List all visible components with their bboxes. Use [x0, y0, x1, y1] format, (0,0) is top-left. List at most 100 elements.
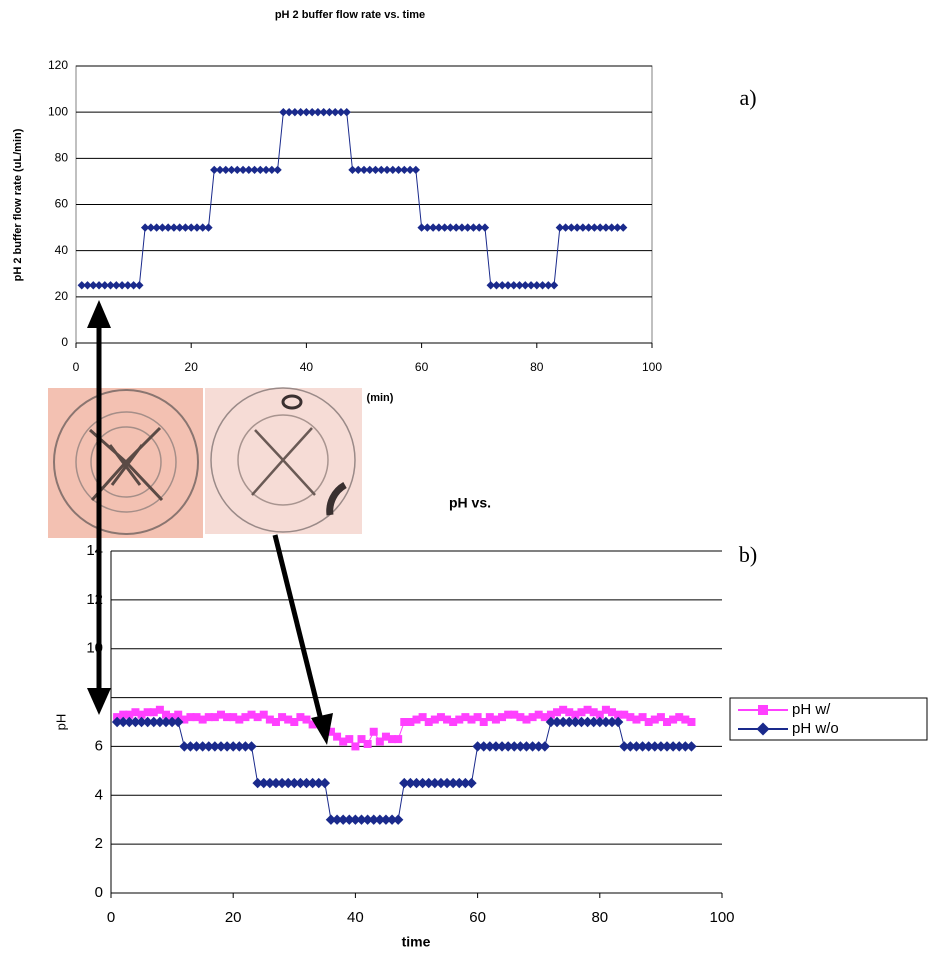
marker	[411, 165, 420, 175]
marker	[486, 281, 495, 290]
marker	[175, 223, 184, 232]
marker	[625, 741, 636, 752]
marker	[460, 777, 471, 789]
marker	[331, 108, 340, 117]
marker	[148, 716, 159, 728]
marker	[455, 715, 464, 724]
y-tick-label: 80	[55, 151, 69, 165]
marker	[532, 281, 541, 290]
marker	[522, 715, 531, 724]
marker	[392, 814, 404, 825]
marker	[244, 165, 253, 175]
marker	[356, 814, 367, 825]
arrows	[87, 300, 333, 745]
series-line	[116, 709, 692, 748]
marker	[388, 735, 397, 744]
marker	[94, 281, 104, 290]
marker	[313, 108, 323, 117]
marker	[545, 716, 557, 728]
marker	[424, 718, 433, 726]
marker	[484, 741, 496, 752]
marker	[216, 710, 225, 719]
marker	[210, 165, 219, 175]
y-tick-label: 6	[95, 737, 103, 754]
marker	[363, 739, 372, 748]
marker	[289, 777, 300, 789]
marker	[631, 741, 642, 752]
marker	[123, 281, 132, 290]
marker	[290, 108, 300, 117]
marker	[588, 716, 599, 728]
marker	[394, 735, 403, 744]
x-tick-label: 60	[469, 909, 486, 926]
marker	[441, 777, 453, 789]
marker	[650, 715, 659, 724]
marker	[359, 165, 369, 175]
marker	[279, 108, 288, 117]
marker	[539, 741, 551, 752]
marker	[614, 710, 623, 719]
marker	[405, 777, 416, 789]
marker	[457, 223, 467, 232]
marker	[354, 165, 363, 175]
marker	[252, 777, 263, 789]
marker	[577, 708, 586, 717]
marker	[490, 741, 502, 752]
marker	[135, 281, 144, 290]
marker	[368, 814, 379, 825]
y-tick-label: 120	[48, 58, 68, 72]
marker	[533, 741, 544, 752]
marker	[302, 108, 311, 117]
y-tick-label: 60	[55, 197, 69, 211]
marker	[509, 741, 520, 752]
marker	[351, 742, 360, 751]
marker	[399, 777, 410, 789]
marker	[680, 741, 691, 752]
photo-detail	[237, 414, 329, 506]
marker	[423, 223, 432, 232]
marker	[261, 165, 271, 175]
marker	[572, 223, 582, 232]
x-tick-label: 0	[107, 909, 115, 926]
arrow	[272, 534, 324, 721]
marker	[590, 223, 599, 232]
marker	[377, 165, 386, 175]
marker	[129, 281, 138, 290]
marker	[209, 741, 221, 752]
marker	[229, 713, 238, 722]
marker	[282, 777, 294, 789]
marker	[632, 715, 641, 724]
marker	[83, 281, 92, 290]
marker	[440, 223, 449, 232]
x-tick-label: 40	[300, 360, 314, 374]
marker	[467, 715, 476, 724]
marker	[469, 223, 478, 232]
marker	[561, 223, 570, 232]
marker	[241, 713, 250, 722]
marker	[301, 777, 312, 789]
marker	[174, 710, 183, 719]
photo-detail	[326, 481, 347, 516]
marker	[607, 223, 616, 232]
marker	[502, 741, 514, 752]
marker	[669, 715, 678, 724]
marker	[606, 716, 618, 728]
marker	[559, 705, 568, 714]
marker	[215, 165, 225, 175]
marker	[326, 727, 335, 736]
marker	[643, 741, 654, 752]
marker	[187, 223, 196, 232]
marker	[510, 710, 519, 719]
marker	[278, 713, 287, 722]
series-line	[117, 721, 692, 821]
marker	[221, 165, 230, 175]
marker	[179, 741, 190, 752]
marker	[204, 223, 213, 232]
marker	[596, 223, 605, 232]
marker	[380, 814, 392, 825]
marker	[638, 713, 647, 722]
marker	[381, 732, 390, 741]
marker	[601, 223, 611, 232]
legend-marker	[758, 705, 768, 715]
